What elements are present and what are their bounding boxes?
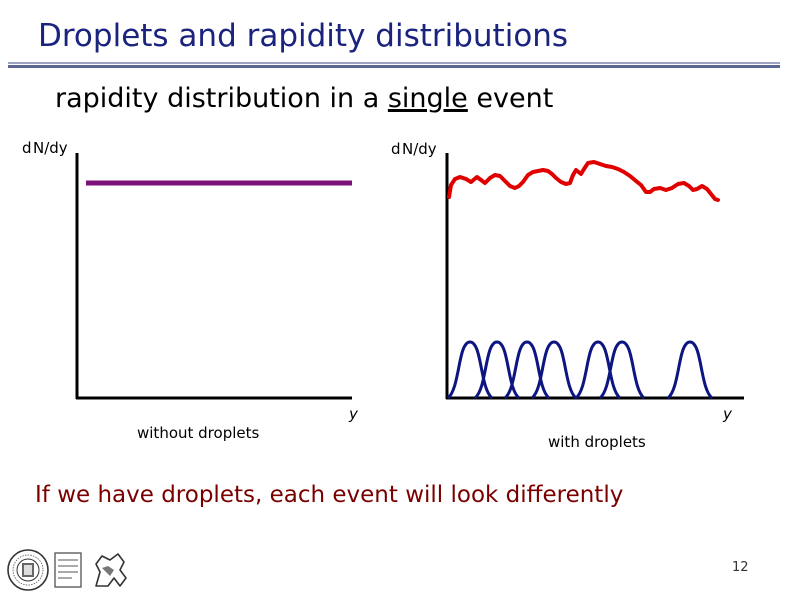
droplet-curve-4	[530, 340, 578, 400]
right-x-axis-label: y	[723, 405, 732, 423]
droplet-curve-1	[446, 340, 494, 400]
droplet-curve-7	[666, 340, 714, 400]
lion-crest-logo	[95, 553, 127, 587]
book-logo	[54, 552, 82, 588]
university-seal-logo	[7, 549, 49, 591]
slide-subtitle: rapidity distribution in a single event	[55, 83, 553, 114]
conclusion-text: If we have droplets, each event will loo…	[35, 482, 624, 508]
droplet-curve-6	[598, 340, 646, 400]
subtitle-suffix: event	[467, 83, 554, 114]
summed-distribution-curve	[447, 160, 720, 202]
left-panel-caption: without droplets	[137, 424, 260, 442]
droplet-curve-5	[574, 340, 622, 400]
page-number: 12	[732, 560, 749, 575]
title-underline	[8, 62, 780, 68]
subtitle-prefix: rapidity distribution in a	[55, 83, 388, 114]
right-y-axis-label: d N/dy	[391, 140, 437, 158]
right-panel-caption: with droplets	[548, 433, 646, 451]
left-y-axis-label: d N/dy	[22, 139, 68, 157]
droplet-curve-3	[503, 340, 551, 400]
left-x-axis-label: y	[349, 405, 358, 423]
droplet-distributions	[446, 340, 714, 400]
page-title: Droplets and rapidity distributions	[38, 18, 569, 54]
subtitle-emphasis: single	[387, 83, 468, 114]
